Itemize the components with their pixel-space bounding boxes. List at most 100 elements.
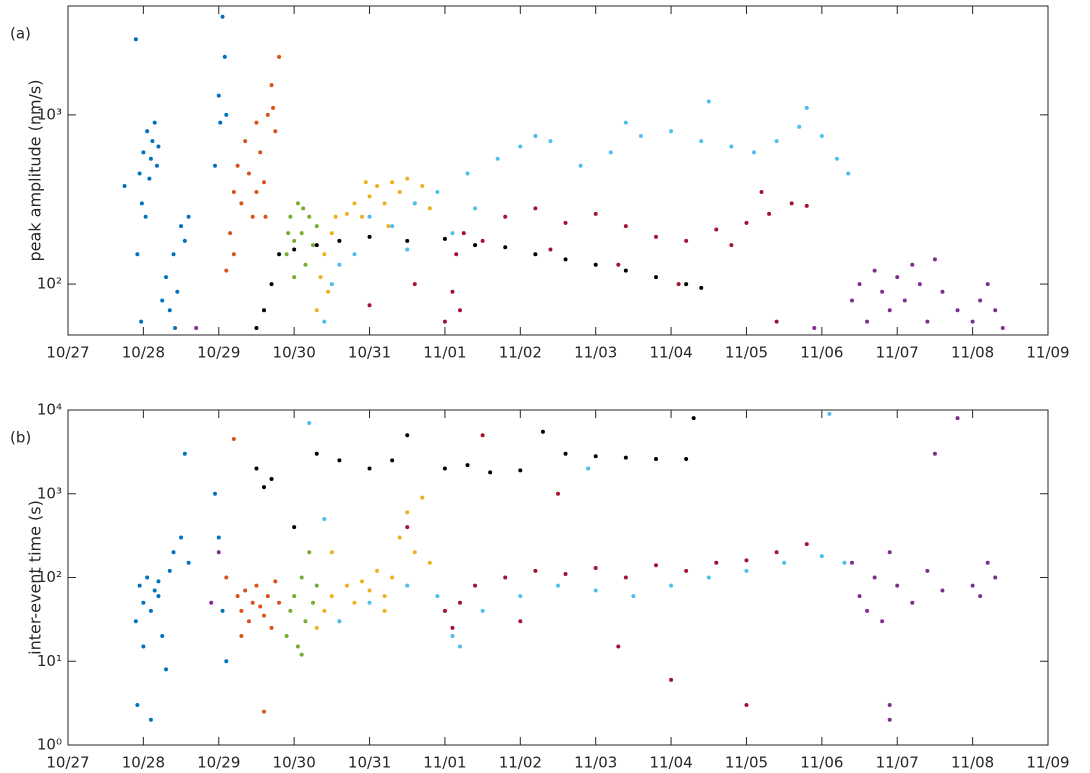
data-point — [292, 594, 297, 599]
data-point — [329, 550, 334, 555]
data-point — [480, 433, 485, 438]
data-point — [224, 575, 229, 580]
data-point — [246, 619, 251, 624]
data-point — [442, 319, 447, 324]
data-point — [955, 308, 960, 313]
data-point — [985, 282, 990, 287]
data-point — [231, 437, 236, 442]
data-point — [744, 703, 749, 708]
data-point — [307, 214, 312, 219]
data-point — [271, 105, 276, 110]
data-point — [239, 201, 244, 206]
data-point — [329, 594, 334, 599]
data-point — [1000, 325, 1005, 330]
data-point — [235, 594, 240, 599]
x-tick-label: 11/06 — [800, 344, 843, 362]
data-point — [789, 201, 794, 206]
data-point — [518, 594, 523, 599]
data-point — [277, 252, 282, 257]
data-point — [593, 211, 598, 216]
data-point — [857, 594, 862, 599]
data-point — [887, 703, 892, 708]
data-point — [925, 319, 930, 324]
axes-frame — [67, 409, 1049, 746]
x-tick-label: 11/06 — [800, 754, 843, 772]
data-point — [133, 37, 138, 42]
data-point — [420, 183, 425, 188]
data-point — [684, 456, 689, 461]
data-point — [164, 275, 168, 280]
data-point — [322, 319, 327, 324]
data-point — [314, 625, 319, 630]
data-point — [405, 583, 410, 588]
data-point — [299, 231, 304, 236]
data-point — [175, 289, 180, 294]
data-point — [337, 262, 342, 267]
data-point — [932, 257, 937, 262]
data-point — [262, 709, 266, 714]
data-point — [137, 171, 142, 176]
y-tick-label: 10⁴ — [37, 401, 62, 419]
axes-frame — [67, 5, 1049, 336]
data-point — [182, 238, 187, 243]
data-point — [262, 180, 266, 185]
data-point — [593, 588, 598, 593]
data-point — [774, 550, 779, 555]
data-point — [744, 568, 749, 573]
data-point — [367, 214, 372, 219]
data-point — [691, 416, 696, 421]
data-point — [548, 139, 553, 144]
data-point — [405, 525, 410, 530]
data-point — [194, 325, 199, 330]
data-point — [164, 667, 168, 672]
data-point — [782, 560, 787, 565]
data-point — [145, 129, 150, 134]
data-point — [122, 183, 127, 188]
data-point — [405, 176, 410, 181]
data-point — [623, 268, 628, 273]
data-point — [216, 550, 221, 555]
data-point — [218, 120, 223, 125]
data-point — [729, 144, 734, 149]
panel: 10/27 10/28 10/29 10/30 10/31 11/01 11/02 11/03… — [10, 401, 1070, 772]
data-point — [895, 583, 900, 588]
data-point — [299, 652, 304, 657]
data-point — [458, 308, 462, 313]
y-tick-label: 10¹ — [37, 652, 62, 670]
data-point — [405, 238, 410, 243]
data-point — [397, 535, 402, 540]
data-point — [827, 411, 832, 416]
data-point — [533, 252, 538, 257]
data-point — [623, 575, 628, 580]
data-point — [593, 454, 598, 459]
x-tick-label: 11/03 — [574, 754, 617, 772]
data-point — [262, 485, 266, 490]
data-point — [834, 156, 839, 161]
data-point — [367, 600, 372, 605]
data-point — [243, 588, 248, 593]
data-point — [213, 491, 217, 496]
data-point — [292, 247, 297, 252]
x-tick-label: 11/03 — [574, 344, 617, 362]
data-point — [220, 14, 225, 19]
data-point — [623, 455, 628, 460]
panel-label: (b) — [10, 429, 31, 447]
data-point — [173, 325, 178, 330]
data-point — [608, 150, 613, 155]
data-point — [473, 583, 478, 588]
data-point — [258, 604, 263, 609]
data-point — [352, 252, 357, 257]
y-axis-label: inter-event time (s) — [26, 500, 45, 655]
x-tick-label: 11/07 — [876, 344, 919, 362]
data-point — [412, 201, 417, 206]
data-point — [593, 262, 598, 267]
data-point — [654, 563, 658, 568]
data-point — [774, 139, 779, 144]
data-point — [638, 134, 643, 139]
data-point — [767, 211, 772, 216]
x-tick-label: 10/28 — [122, 754, 165, 772]
data-point — [303, 262, 308, 267]
data-point — [729, 243, 734, 248]
data-point — [970, 583, 975, 588]
data-point — [303, 619, 308, 624]
